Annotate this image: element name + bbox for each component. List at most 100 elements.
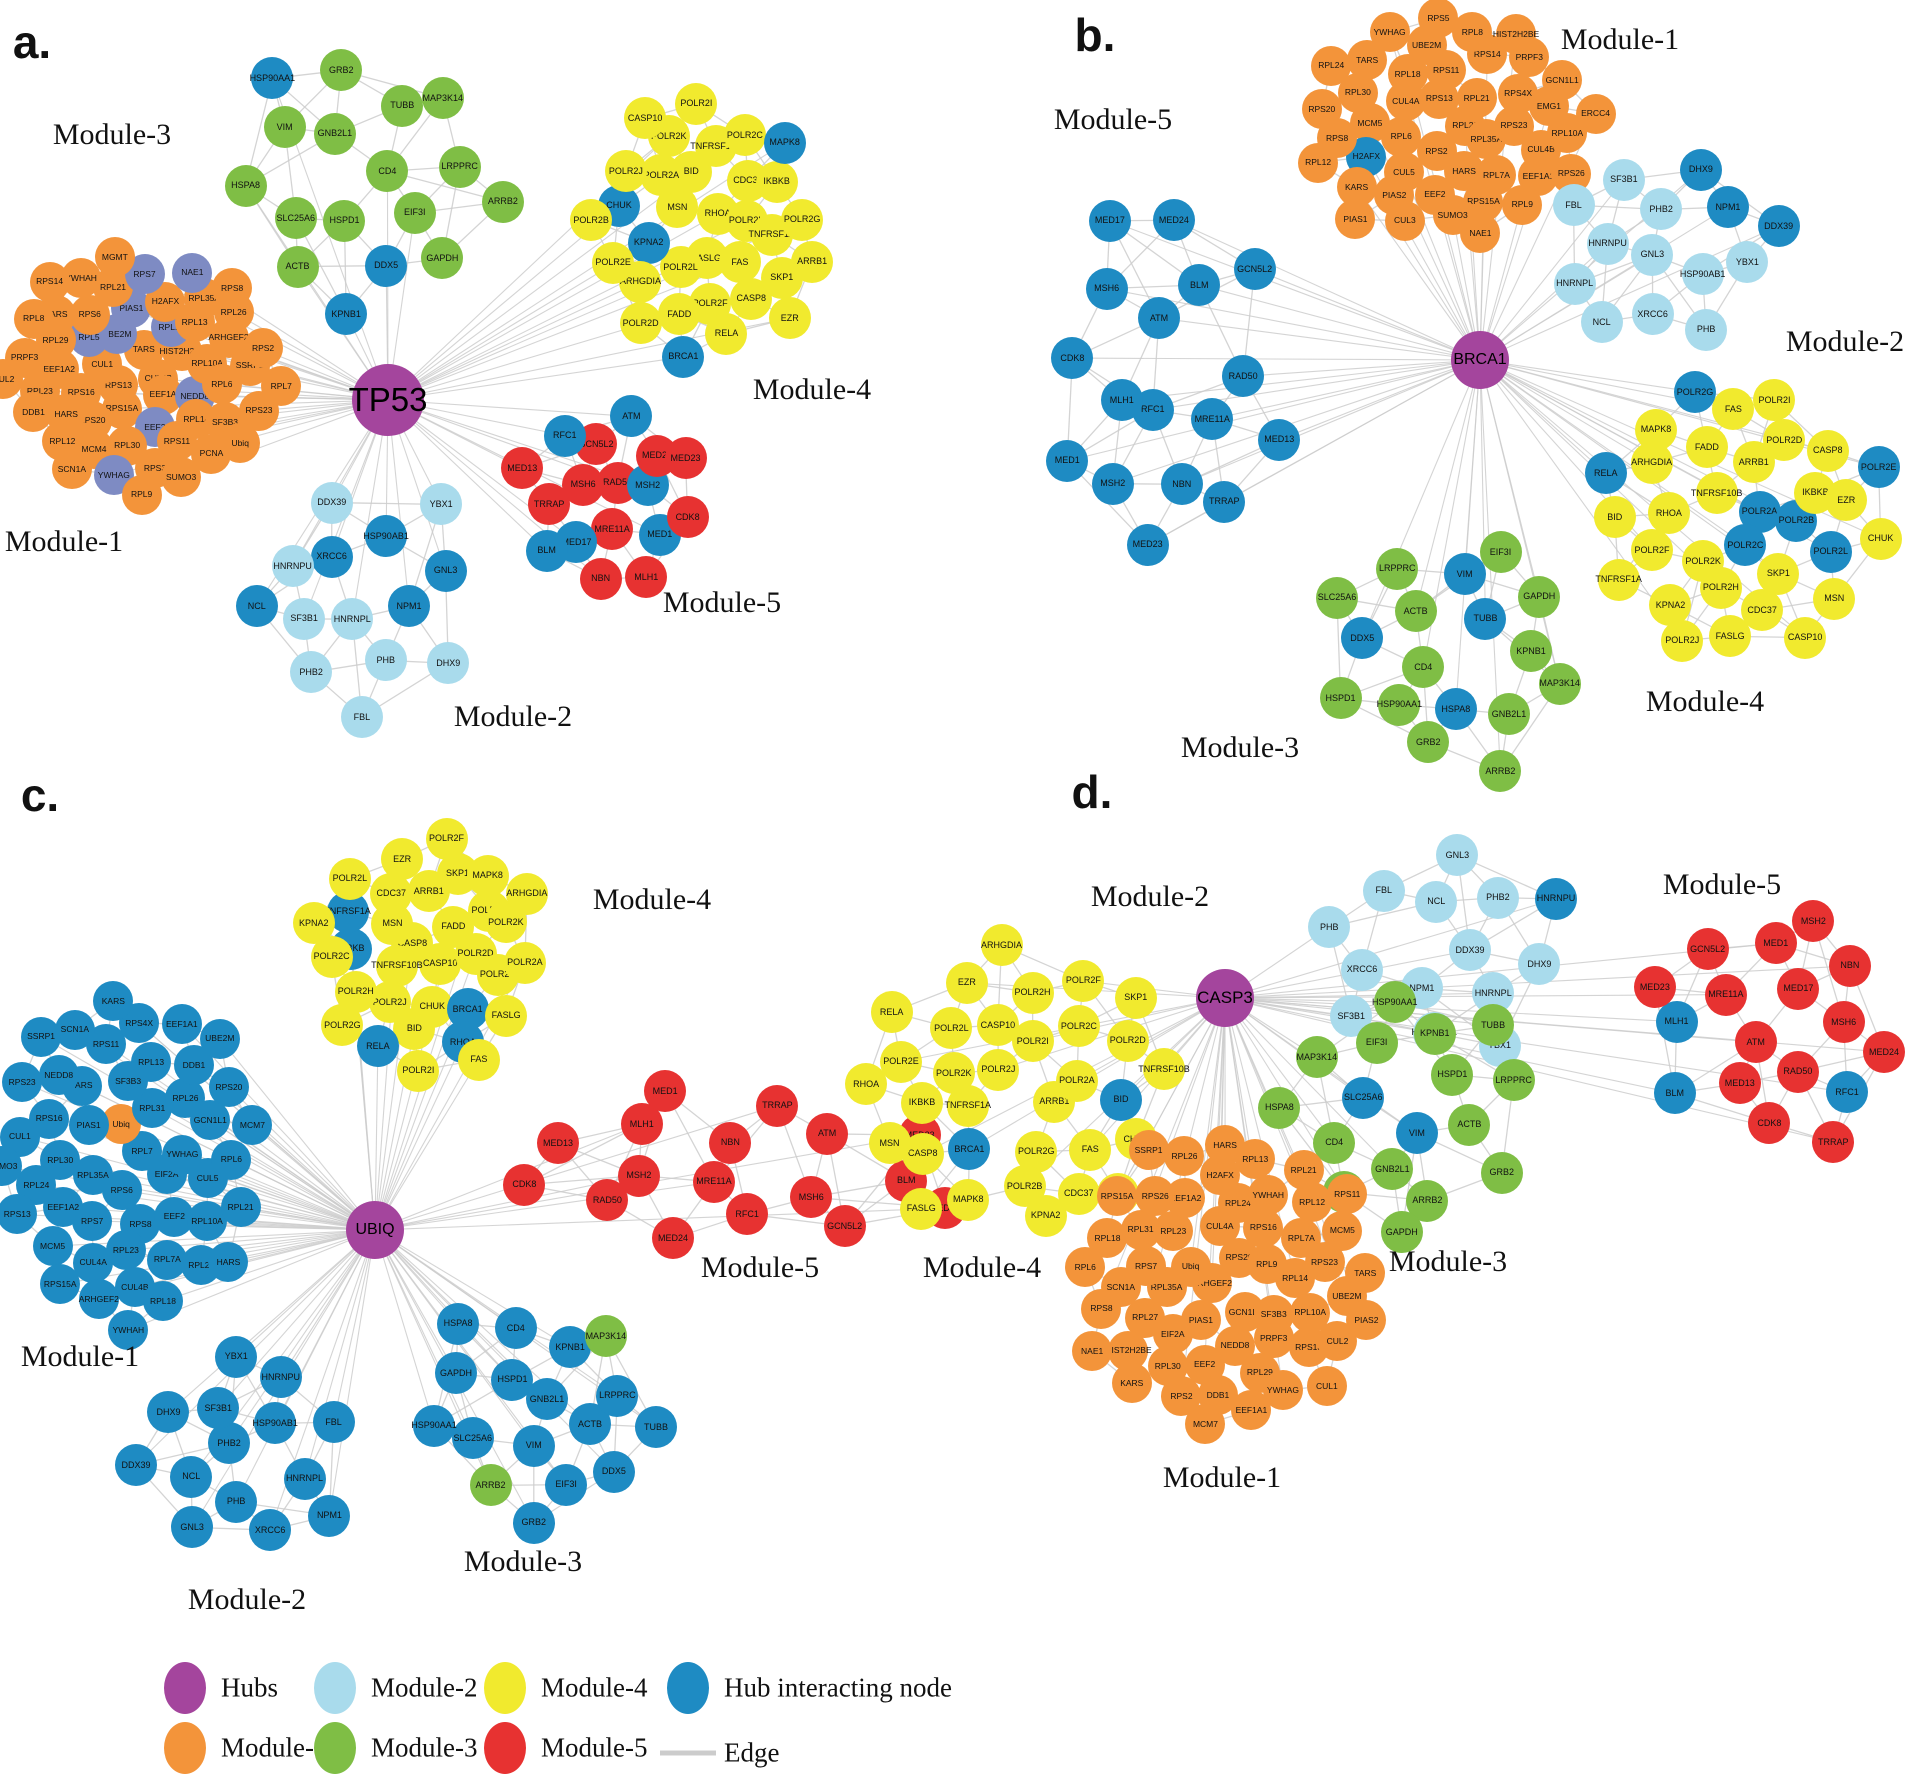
node-label: PRPF3 — [1515, 51, 1543, 62]
node-label: TNFRSF1A — [1595, 574, 1642, 585]
node-label: RPS26 — [1141, 1190, 1169, 1201]
node-label: MED24 — [641, 450, 672, 461]
node-c-map3k14: MAP3K14 — [584, 1315, 627, 1358]
node-label: PIAS1 — [1343, 214, 1368, 225]
node-label: FAS — [1081, 1144, 1099, 1155]
node-label: MED1 — [1763, 937, 1789, 948]
legend-edge-line — [660, 1750, 716, 1756]
node-a-kpnb1: KPNB1 — [325, 293, 368, 336]
node-label: MED23 — [1639, 981, 1670, 992]
legend-label-edge: Edge — [724, 1737, 780, 1768]
node-label: TARS — [132, 344, 155, 355]
node-b-rad50: RAD50 — [1222, 355, 1265, 398]
node-label: RPL23 — [1452, 120, 1479, 131]
node-d-rfc1: RFC1 — [1826, 1071, 1869, 1114]
node-label: KPNB1 — [1516, 645, 1546, 656]
node-label: RPL14 — [1282, 1272, 1309, 1283]
panel-letter-a: a. — [12, 16, 52, 68]
node-a-trrap: TRRAP — [528, 483, 571, 526]
edge — [1464, 359, 1481, 575]
node-label: RPL10A — [1551, 128, 1584, 139]
node-d-rps11: RPS11 — [1327, 1174, 1368, 1215]
node-label: HSP90AA1 — [1376, 699, 1423, 710]
node-b-nbn: NBN — [1160, 463, 1203, 506]
node-label: UBE2M — [102, 329, 132, 339]
node-d-rps15a: RPS15A — [1097, 1176, 1138, 1217]
node-label: GAPDH — [1385, 1226, 1418, 1237]
node-b-cdc37: CDC37 — [1741, 589, 1784, 632]
node-b-ercc4: ERCC4 — [1575, 93, 1616, 134]
node-label: CHUK — [419, 1001, 445, 1012]
node-d-phb: PHB — [1308, 906, 1351, 949]
node-label: IKBKB — [908, 1097, 936, 1108]
node-label: FADD — [441, 921, 466, 932]
node-label: Ubiq — [231, 437, 249, 448]
node-c-eif3i: EIF3I — [545, 1463, 588, 1506]
node-label: PIAS1 — [76, 1119, 101, 1130]
node-d-fbl: FBL — [1362, 869, 1405, 912]
node-d-polr2k: POLR2K — [932, 1052, 975, 1095]
node-label: RPS8 — [1090, 1303, 1113, 1314]
node-label: RPL6 — [1390, 131, 1412, 142]
node-label: GAPDH — [1523, 591, 1556, 602]
node-label: BID — [1607, 511, 1623, 522]
node-a-xrcc6: XRCC6 — [310, 535, 353, 578]
node-label: HSP90AB1 — [252, 1417, 298, 1428]
node-b-gnb2l1: GNB2L1 — [1487, 693, 1530, 736]
node-label: MAP3K14 — [585, 1330, 627, 1341]
node-a-map3k14: MAP3K14 — [421, 77, 464, 120]
hub-node-tp53: TP53 — [349, 364, 427, 436]
node-a-casp10: CASP10 — [624, 97, 667, 140]
node-label: GNB2L1 — [1375, 1163, 1410, 1174]
node-label: POLR2A — [1741, 506, 1778, 517]
node-b-gcn1l1: GCN1L1 — [1542, 60, 1583, 101]
node-c-pias1: PIAS1 — [68, 1104, 109, 1145]
node-c-ybx1: YBX1 — [215, 1335, 258, 1378]
node-label: GNL3 — [1640, 249, 1665, 260]
node-c-ezr: EZR — [381, 838, 424, 881]
edge — [1224, 997, 1393, 1170]
node-label: RAD50 — [1783, 1066, 1813, 1077]
node-label: MSH6 — [798, 1191, 824, 1202]
node-d-polr2a: POLR2A — [1055, 1059, 1098, 1102]
node-d-med13: MED13 — [1718, 1062, 1761, 1105]
node-b-cul3: CUL3 — [1384, 200, 1425, 241]
node-d-hspa8: HSPA8 — [1258, 1086, 1301, 1129]
node-label: PRPF3 — [10, 352, 39, 363]
node-label: CUL4B — [121, 1281, 149, 1292]
node-c-eef1a1: EEF1A1 — [161, 1003, 202, 1044]
node-c-vim: VIM — [512, 1424, 555, 1467]
node-b-polr2j: POLR2J — [1661, 619, 1704, 662]
node-c-gnl3: GNL3 — [171, 1506, 214, 1549]
node-label: RPL12 — [1305, 157, 1332, 168]
node-label: CUL4A — [1392, 95, 1420, 106]
node-d-vim: VIM — [1395, 1112, 1438, 1155]
node-label: RPS2 — [1425, 146, 1448, 157]
node-a-lrpprc: LRPPRC — [438, 145, 481, 188]
node-label: RPS6 — [110, 1184, 133, 1195]
node-label: PHB2 — [217, 1437, 241, 1448]
node-label: CDK8 — [512, 1179, 537, 1190]
node-label: GCN1L1 — [193, 1115, 227, 1126]
node-label: BID — [1113, 1094, 1129, 1105]
node-c-rfc1: RFC1 — [726, 1193, 769, 1236]
edge — [1212, 359, 1481, 420]
node-label: KPNB1 — [1419, 1028, 1450, 1039]
node-label: HNRNPU — [1588, 238, 1627, 249]
node-a-ncl: NCL — [235, 585, 278, 628]
node-label: MSN — [1824, 593, 1845, 604]
node-label: EIF3I — [1365, 1037, 1388, 1048]
node-a-rela: RELA — [705, 312, 748, 355]
node-label: NCL — [247, 600, 266, 611]
node-c-rpl21: RPL21 — [220, 1187, 261, 1228]
edge — [1224, 997, 1677, 1023]
node-label: VIM — [525, 1440, 542, 1451]
node-label: NBN — [720, 1137, 740, 1148]
node-label: KARS — [1344, 182, 1369, 193]
node-d-polr2f: POLR2F — [1062, 959, 1105, 1002]
node-c-rps15a: RPS15A — [40, 1264, 81, 1305]
node-label: RPS11 — [163, 436, 191, 447]
node-b-polr2h: POLR2H — [1699, 566, 1742, 609]
node-label: ARHGDIA — [619, 276, 661, 287]
node-label: ATM — [1149, 312, 1169, 323]
